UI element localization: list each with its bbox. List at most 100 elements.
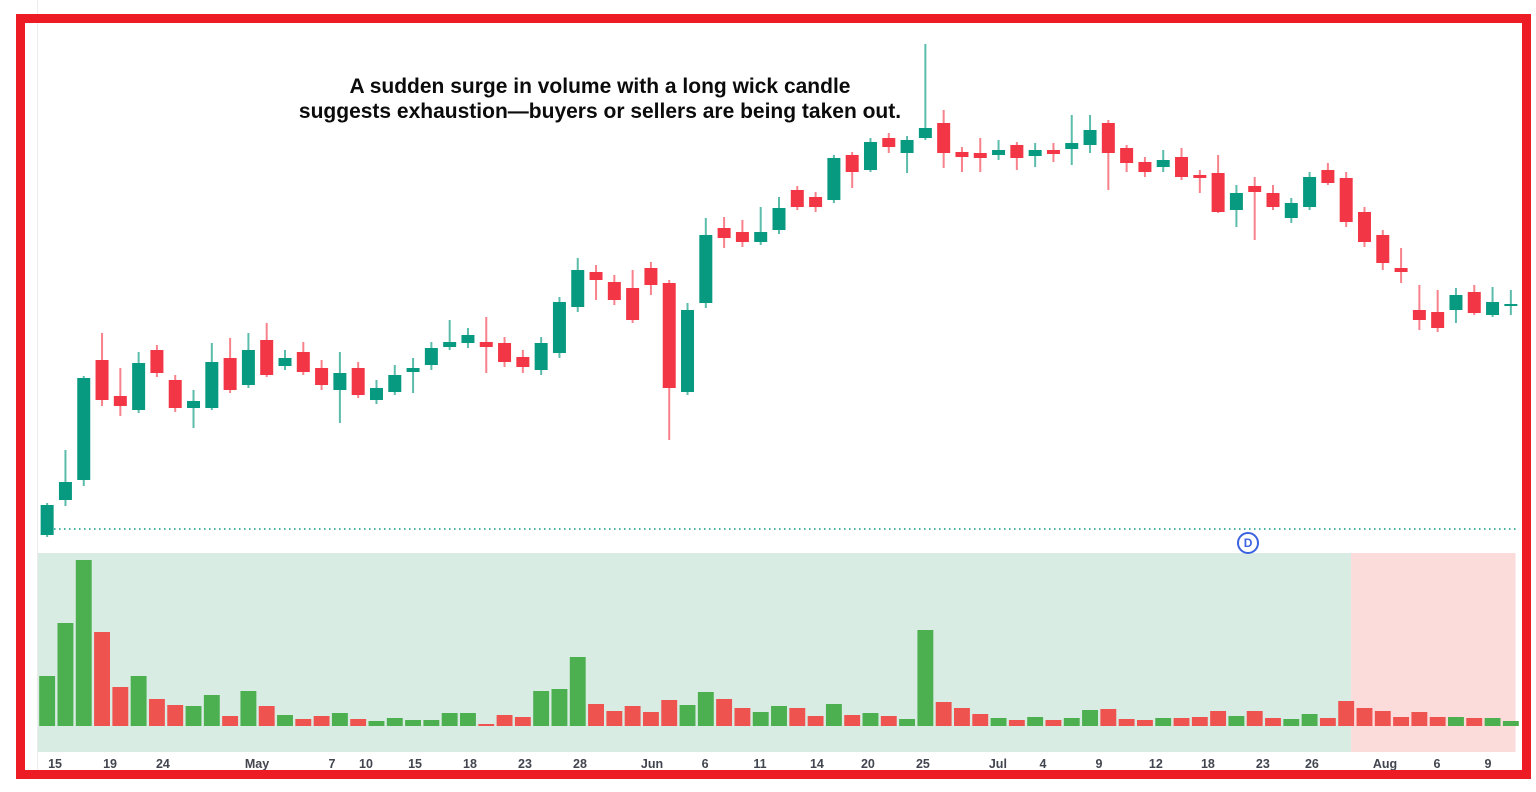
- volume-bar: [514, 717, 531, 726]
- volume-bar: [1228, 716, 1245, 726]
- volume-bar: [1356, 708, 1373, 726]
- volume-bar: [1246, 711, 1263, 726]
- x-axis-label: 9: [1484, 757, 1492, 771]
- candle-body: [973, 153, 987, 158]
- candle-body: [1083, 130, 1097, 145]
- candle-body: [168, 380, 182, 408]
- candle-wick: [924, 44, 927, 140]
- volume-bar: [203, 695, 220, 726]
- candle-wick: [119, 368, 122, 416]
- volume-bar: [1484, 718, 1501, 726]
- x-axis-label: 19: [103, 757, 117, 771]
- candle-body: [1339, 178, 1353, 222]
- candle-wick: [64, 450, 67, 506]
- volume-bar: [569, 657, 586, 726]
- volume-bar: [185, 706, 202, 726]
- candle-body: [626, 288, 640, 320]
- volume-bar: [1100, 709, 1117, 726]
- timeframe-d-badge[interactable]: D: [1237, 532, 1260, 554]
- candle-wick: [595, 265, 598, 300]
- volume-bar: [734, 708, 751, 726]
- candle-body: [662, 283, 676, 388]
- candle-body: [1412, 310, 1426, 320]
- volume-bar: [533, 691, 550, 726]
- volume-bar: [57, 623, 74, 726]
- volume-bar: [1429, 717, 1446, 726]
- candle-body: [187, 401, 201, 408]
- volume-bar: [1210, 711, 1227, 726]
- candle-body: [809, 197, 823, 207]
- candle-body: [607, 282, 621, 300]
- candle-body: [315, 368, 329, 385]
- candle-body: [1394, 268, 1408, 272]
- volume-bar: [75, 560, 92, 726]
- candle-body: [845, 155, 859, 172]
- volume-bar: [94, 632, 110, 726]
- annotation-line-1: A sudden surge in volume with a long wic…: [349, 75, 851, 98]
- x-axis-label: 6: [701, 757, 709, 771]
- candle-body: [552, 302, 566, 353]
- volume-bar: [441, 713, 458, 726]
- candle-body: [443, 342, 457, 347]
- candle-wick: [448, 320, 451, 350]
- candle-wick: [759, 207, 762, 245]
- x-axis-label: 14: [809, 757, 824, 771]
- x-axis-label: 23: [518, 757, 532, 771]
- candle-body: [1376, 235, 1390, 263]
- candle-body: [900, 140, 914, 153]
- candle-body: [351, 368, 365, 395]
- volume-bar: [679, 705, 696, 726]
- volume-bar: [277, 715, 293, 726]
- candle-body: [571, 270, 585, 307]
- candle-body: [1156, 160, 1170, 167]
- candle-body: [1010, 145, 1024, 158]
- candle-wick: [1400, 248, 1403, 283]
- volume-bar: [1301, 714, 1318, 726]
- volume-bar: [1393, 717, 1410, 726]
- candle-body: [1486, 302, 1500, 315]
- volume-bar: [1502, 721, 1519, 726]
- x-axis-label: Jul: [988, 757, 1007, 771]
- volume-bar: [807, 716, 824, 726]
- candle-body: [1193, 175, 1207, 178]
- volume-bar: [661, 700, 678, 726]
- candle-body: [790, 190, 804, 207]
- candle-body: [1175, 157, 1189, 177]
- x-axis-label: 10: [359, 757, 373, 771]
- volume-bar: [917, 630, 934, 726]
- candle-body: [735, 232, 749, 242]
- x-axis-label: 24: [155, 757, 170, 771]
- volume-bar: [588, 704, 604, 726]
- volume-bar: [1191, 717, 1208, 726]
- candle-body: [1248, 186, 1262, 192]
- volume-bar: [642, 712, 659, 726]
- annotation-text: A sudden surge in volume with a long wic…: [250, 74, 950, 124]
- candle-wick: [192, 390, 195, 428]
- volume-bar: [295, 719, 312, 726]
- candle-body: [1504, 304, 1518, 306]
- volume-bar: [1082, 710, 1098, 726]
- volume-bar: [697, 692, 714, 726]
- volume-bar: [148, 699, 165, 726]
- volume-bar: [1136, 720, 1153, 726]
- x-axis-label: Jun: [640, 757, 664, 771]
- x-axis-label: 23: [1255, 757, 1270, 771]
- candle-body: [1101, 123, 1115, 153]
- candle-body: [479, 342, 493, 347]
- candle-body: [1321, 170, 1335, 183]
- candle-wick: [1436, 290, 1439, 332]
- volume-bar: [789, 708, 806, 726]
- candle-body: [260, 340, 274, 375]
- candle-body: [461, 335, 475, 343]
- candle-body: [406, 368, 420, 372]
- volume-bar: [368, 721, 385, 726]
- volume-bar: [39, 676, 56, 726]
- volume-bar: [1411, 712, 1428, 726]
- x-axis-label: 15: [408, 757, 422, 771]
- volume-bar: [1118, 719, 1135, 726]
- volume-bar: [844, 715, 861, 726]
- candle-body: [955, 152, 969, 157]
- timeframe-d-badge-label: D: [1243, 536, 1253, 550]
- volume-bar: [1374, 711, 1391, 726]
